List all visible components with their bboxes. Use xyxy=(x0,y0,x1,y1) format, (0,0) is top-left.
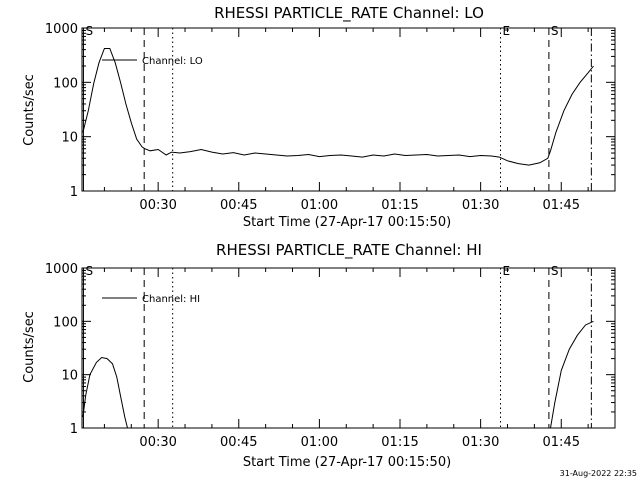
x-tick-label-lo: 01:15 xyxy=(381,198,418,213)
y-tick-label-lo: 100 xyxy=(53,76,78,91)
x-tick-label-hi: 00:30 xyxy=(139,435,176,450)
y-tick-label-lo: 1 xyxy=(70,185,78,200)
plot-frame-lo xyxy=(81,27,616,192)
series-line-2-hi xyxy=(550,320,594,429)
legend-label-hi: Channel: HI xyxy=(142,294,200,305)
series-line-hi xyxy=(82,356,128,429)
x-tick-label-hi: 01:00 xyxy=(301,435,338,450)
x-tick-label-lo: 01:30 xyxy=(462,198,499,213)
y-tick-label-lo: 1000 xyxy=(45,22,78,37)
x-tick-label-lo: 01:45 xyxy=(543,198,580,213)
plot-area-hi: 1 10 100 1000 00:30 00:45 01:00 01:15 01:30 01:45… xyxy=(45,262,616,450)
footer-timestamp: 31-Aug-2022 22:35 xyxy=(560,469,637,478)
event-marker-label-lo: S xyxy=(551,24,559,38)
x-tick-label-hi: 01:30 xyxy=(462,435,499,450)
legend-label-lo: Channel: LO xyxy=(142,56,203,67)
event-marker-label-hi: S xyxy=(85,264,93,278)
y-tick-label-hi: 1000 xyxy=(45,262,78,277)
y-tick-label-hi: 1 xyxy=(70,422,78,437)
plot-area-lo: 1 10 100 1000 00:30 00:45 01:00 01:15 01:30 01:45… xyxy=(45,22,616,213)
y-tick-label-hi: 10 xyxy=(61,369,78,384)
panel-hi: RHESSI PARTICLE_RATE Channel: HI Counts/… xyxy=(22,241,616,470)
x-axis-label-hi: Start Time (27-Apr-17 00:15:50) xyxy=(243,455,451,470)
x-axis-label-lo: Start Time (27-Apr-17 00:15:50) xyxy=(243,215,451,230)
event-marker-label-hi: S xyxy=(551,264,559,278)
chart-title-hi: RHESSI PARTICLE_RATE Channel: HI xyxy=(216,241,482,260)
event-marker-label-hi: E xyxy=(503,264,511,278)
plot-frame-hi xyxy=(81,267,616,429)
x-tick-label-hi: 01:15 xyxy=(381,435,418,450)
chart-title-lo: RHESSI PARTICLE_RATE Channel: LO xyxy=(214,4,484,23)
x-tick-label-lo: 00:30 xyxy=(139,198,176,213)
y-axis-label-lo: Counts/sec xyxy=(22,74,37,146)
event-marker-label-lo: S xyxy=(85,24,93,38)
y-tick-label-hi: 100 xyxy=(53,315,78,330)
x-tick-label-lo: 01:00 xyxy=(301,198,338,213)
x-tick-label-hi: 00:45 xyxy=(220,435,257,450)
x-tick-label-hi: 01:45 xyxy=(543,435,580,450)
series-line-lo xyxy=(82,48,594,166)
y-tick-label-lo: 10 xyxy=(61,131,78,146)
event-marker-label-lo: E xyxy=(503,24,511,38)
x-tick-label-lo: 00:45 xyxy=(220,198,257,213)
panel-lo: RHESSI PARTICLE_RATE Channel: LO Counts/… xyxy=(22,4,616,230)
y-axis-label-hi: Counts/sec xyxy=(22,311,37,383)
